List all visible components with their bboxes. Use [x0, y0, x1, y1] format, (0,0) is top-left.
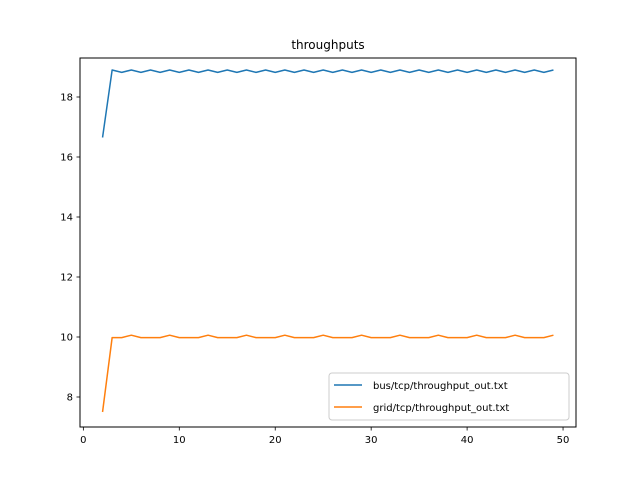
plot-frame: [79, 57, 577, 428]
chart-title: throughputs: [291, 38, 364, 52]
y-tick-label: 18: [60, 93, 73, 104]
y-tick-label: 14: [60, 213, 73, 224]
x-tick-label: 30: [365, 435, 378, 446]
x-tick-label: 20: [269, 435, 282, 446]
legend: bus/tcp/throughput_out.txt grid/tcp/throu…: [328, 372, 570, 421]
y-tick-label: 8: [67, 393, 73, 404]
x-tick-label: 40: [461, 435, 474, 446]
series-line-1: [101, 69, 554, 138]
series-line-2: [101, 334, 554, 413]
x-tick-label: 50: [557, 435, 570, 446]
y-tick-label: 12: [60, 273, 73, 284]
y-tick-label: 16: [60, 153, 73, 164]
x-tick-label: 10: [173, 435, 186, 446]
x-tick-label: 0: [80, 435, 86, 446]
legend-label-2: grid/tcp/throughput_out.txt: [373, 403, 509, 414]
y-tick-label: 10: [60, 333, 73, 344]
legend-label-1: bus/tcp/throughput_out.txt: [373, 381, 508, 392]
legend-frame: [328, 372, 570, 421]
